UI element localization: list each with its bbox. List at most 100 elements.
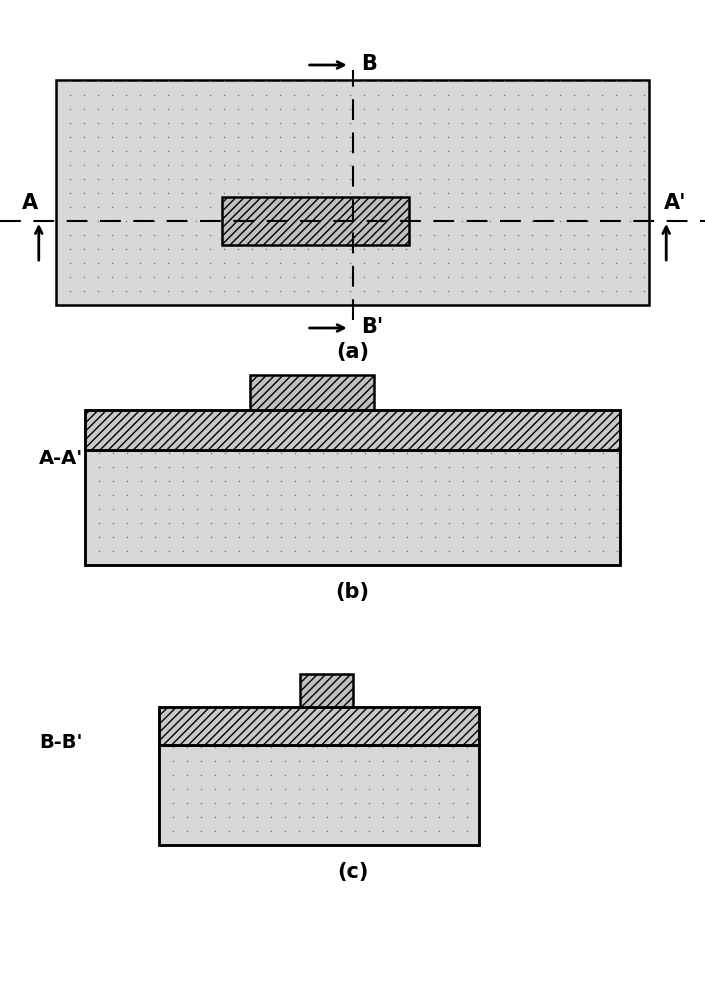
Point	[79, 73, 90, 89]
Point	[373, 459, 384, 475]
Point	[251, 767, 262, 783]
Point	[349, 739, 360, 755]
Point	[167, 823, 178, 839]
Point	[457, 473, 468, 489]
Point	[219, 213, 230, 229]
Point	[373, 241, 384, 257]
Point	[639, 87, 650, 103]
Point	[135, 529, 146, 545]
Point	[391, 753, 403, 769]
Point	[204, 185, 216, 201]
Point	[247, 129, 258, 145]
Point	[321, 809, 332, 825]
Point	[219, 143, 230, 159]
Point	[121, 143, 132, 159]
Point	[121, 501, 133, 517]
Point	[303, 501, 314, 517]
Point	[457, 487, 468, 503]
Point	[177, 501, 188, 517]
Point	[611, 143, 622, 159]
Point	[471, 115, 482, 131]
Point	[289, 543, 300, 559]
Point	[209, 767, 220, 783]
Bar	[159, 745, 479, 845]
Point	[233, 255, 244, 271]
Point	[261, 185, 272, 201]
Point	[569, 241, 580, 257]
Point	[237, 823, 248, 839]
Point	[317, 115, 328, 131]
Point	[639, 101, 650, 117]
Point	[191, 269, 202, 285]
Point	[373, 73, 384, 89]
Point	[302, 101, 314, 117]
Point	[569, 445, 580, 461]
Point	[471, 227, 482, 243]
Point	[167, 795, 178, 811]
Point	[419, 739, 430, 755]
Point	[457, 171, 468, 187]
Point	[596, 73, 608, 89]
Point	[405, 809, 416, 825]
Point	[349, 753, 360, 769]
Point	[527, 101, 538, 117]
Point	[405, 767, 416, 783]
Point	[293, 781, 305, 797]
Point	[419, 795, 430, 811]
Point	[363, 739, 374, 755]
Point	[541, 185, 552, 201]
Point	[527, 227, 538, 243]
Point	[373, 529, 384, 545]
Point	[106, 213, 118, 229]
Point	[443, 87, 454, 103]
Point	[302, 185, 314, 201]
Point	[219, 241, 230, 257]
Point	[387, 157, 398, 173]
Point	[261, 283, 272, 299]
Point	[247, 199, 258, 215]
Point	[359, 487, 370, 503]
Point	[419, 809, 430, 825]
Point	[443, 459, 454, 475]
Point	[387, 269, 398, 285]
Point	[461, 739, 472, 755]
Point	[373, 501, 384, 517]
Point	[400, 157, 412, 173]
Point	[415, 445, 427, 461]
Point	[485, 283, 496, 299]
Point	[400, 129, 412, 145]
Point	[583, 101, 594, 117]
Point	[219, 185, 230, 201]
Point	[204, 227, 216, 243]
Point	[387, 73, 398, 89]
Point	[204, 255, 216, 271]
Point	[541, 171, 552, 187]
Point	[275, 157, 286, 173]
Point	[513, 283, 524, 299]
Point	[275, 501, 286, 517]
Point	[583, 227, 594, 243]
Point	[513, 87, 524, 103]
Point	[387, 459, 398, 475]
Point	[415, 459, 427, 475]
Point	[443, 227, 454, 243]
Point	[135, 255, 146, 271]
Point	[471, 255, 482, 271]
Point	[233, 213, 244, 229]
Point	[457, 115, 468, 131]
Point	[429, 171, 440, 187]
Point	[121, 185, 132, 201]
Point	[177, 241, 188, 257]
Point	[513, 143, 524, 159]
Point	[302, 269, 314, 285]
Point	[93, 487, 104, 503]
Point	[177, 213, 188, 229]
Point	[429, 199, 440, 215]
Point	[191, 487, 202, 503]
Point	[195, 739, 207, 755]
Point	[345, 129, 356, 145]
Point	[485, 543, 496, 559]
Point	[639, 255, 650, 271]
Point	[219, 255, 230, 271]
Point	[331, 543, 342, 559]
